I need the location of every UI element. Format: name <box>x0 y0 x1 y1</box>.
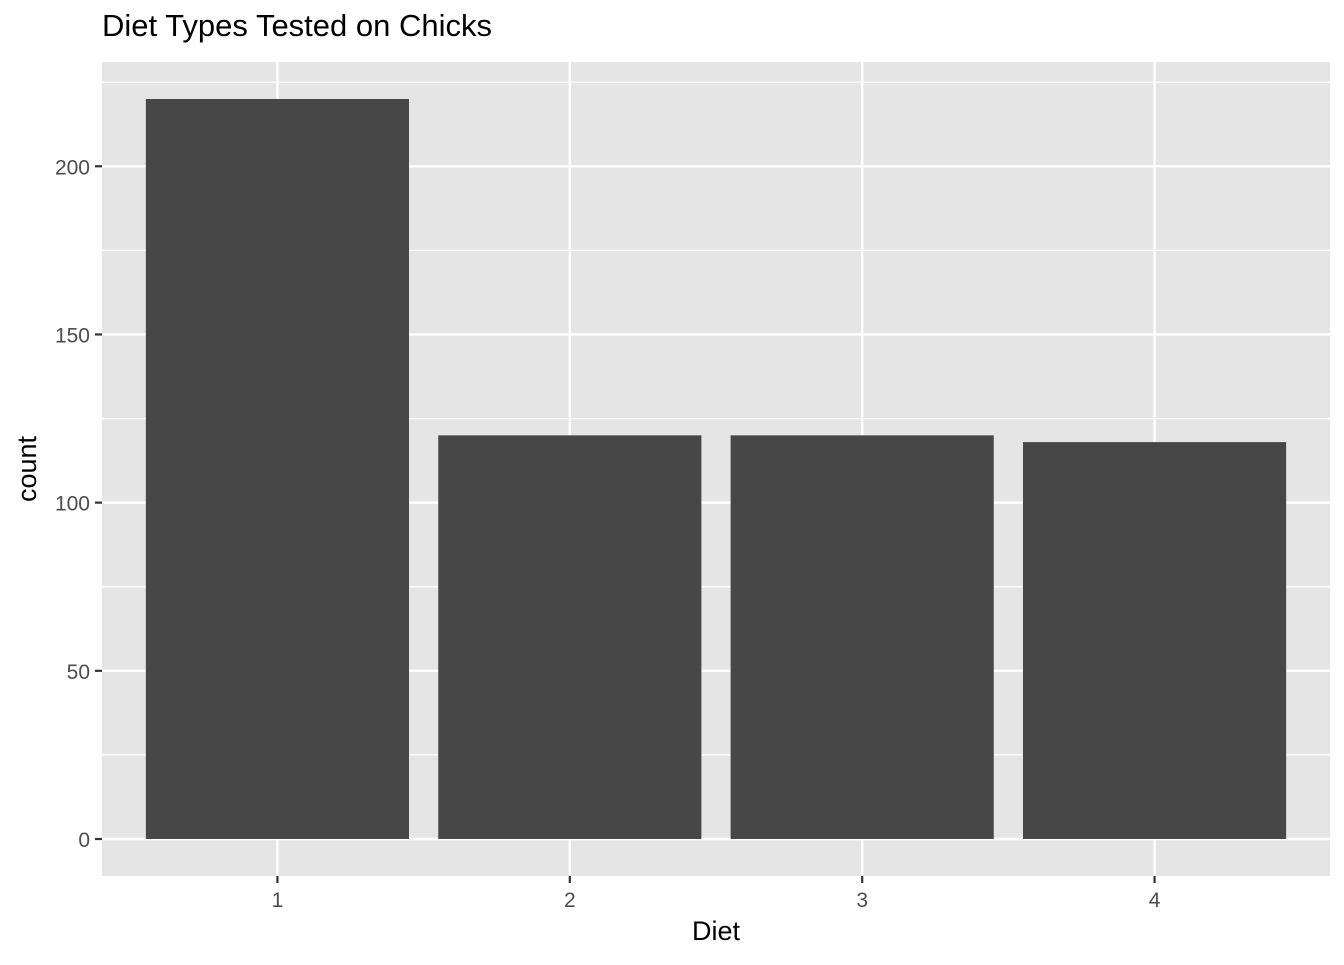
bar <box>730 435 994 839</box>
y-tick-label: 150 <box>55 324 90 347</box>
x-tick-label: 1 <box>272 889 284 912</box>
bar <box>438 435 702 839</box>
bar <box>145 99 409 839</box>
y-axis-label: count <box>12 435 42 502</box>
y-tick-label: 100 <box>55 493 90 516</box>
y-axis: 0 50 100 150 200 <box>55 156 102 852</box>
x-tick-label: 2 <box>564 889 576 912</box>
x-tick-label: 4 <box>1149 889 1161 912</box>
y-tick-label: 200 <box>55 156 90 179</box>
bar <box>1023 442 1287 839</box>
x-axis: 1 2 3 4 <box>272 876 1161 912</box>
y-tick-label: 0 <box>78 829 90 852</box>
y-tick-label: 50 <box>67 661 90 684</box>
bars <box>145 99 1287 839</box>
x-tick-label: 3 <box>856 889 868 912</box>
x-axis-label: Diet <box>692 916 741 946</box>
chart-title: Diet Types Tested on Chicks <box>102 8 492 43</box>
